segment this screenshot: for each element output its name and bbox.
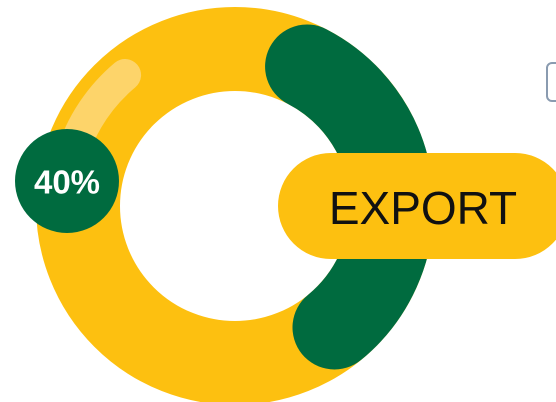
partial-frame-edge bbox=[546, 62, 556, 102]
percentage-label: 40% bbox=[34, 164, 100, 201]
export-callout: EXPORT bbox=[278, 153, 556, 259]
percentage-badge: 40% bbox=[15, 129, 119, 233]
export-callout-background bbox=[278, 153, 556, 259]
export-label: EXPORT bbox=[329, 182, 517, 234]
percentage-badge-circle bbox=[15, 129, 119, 233]
